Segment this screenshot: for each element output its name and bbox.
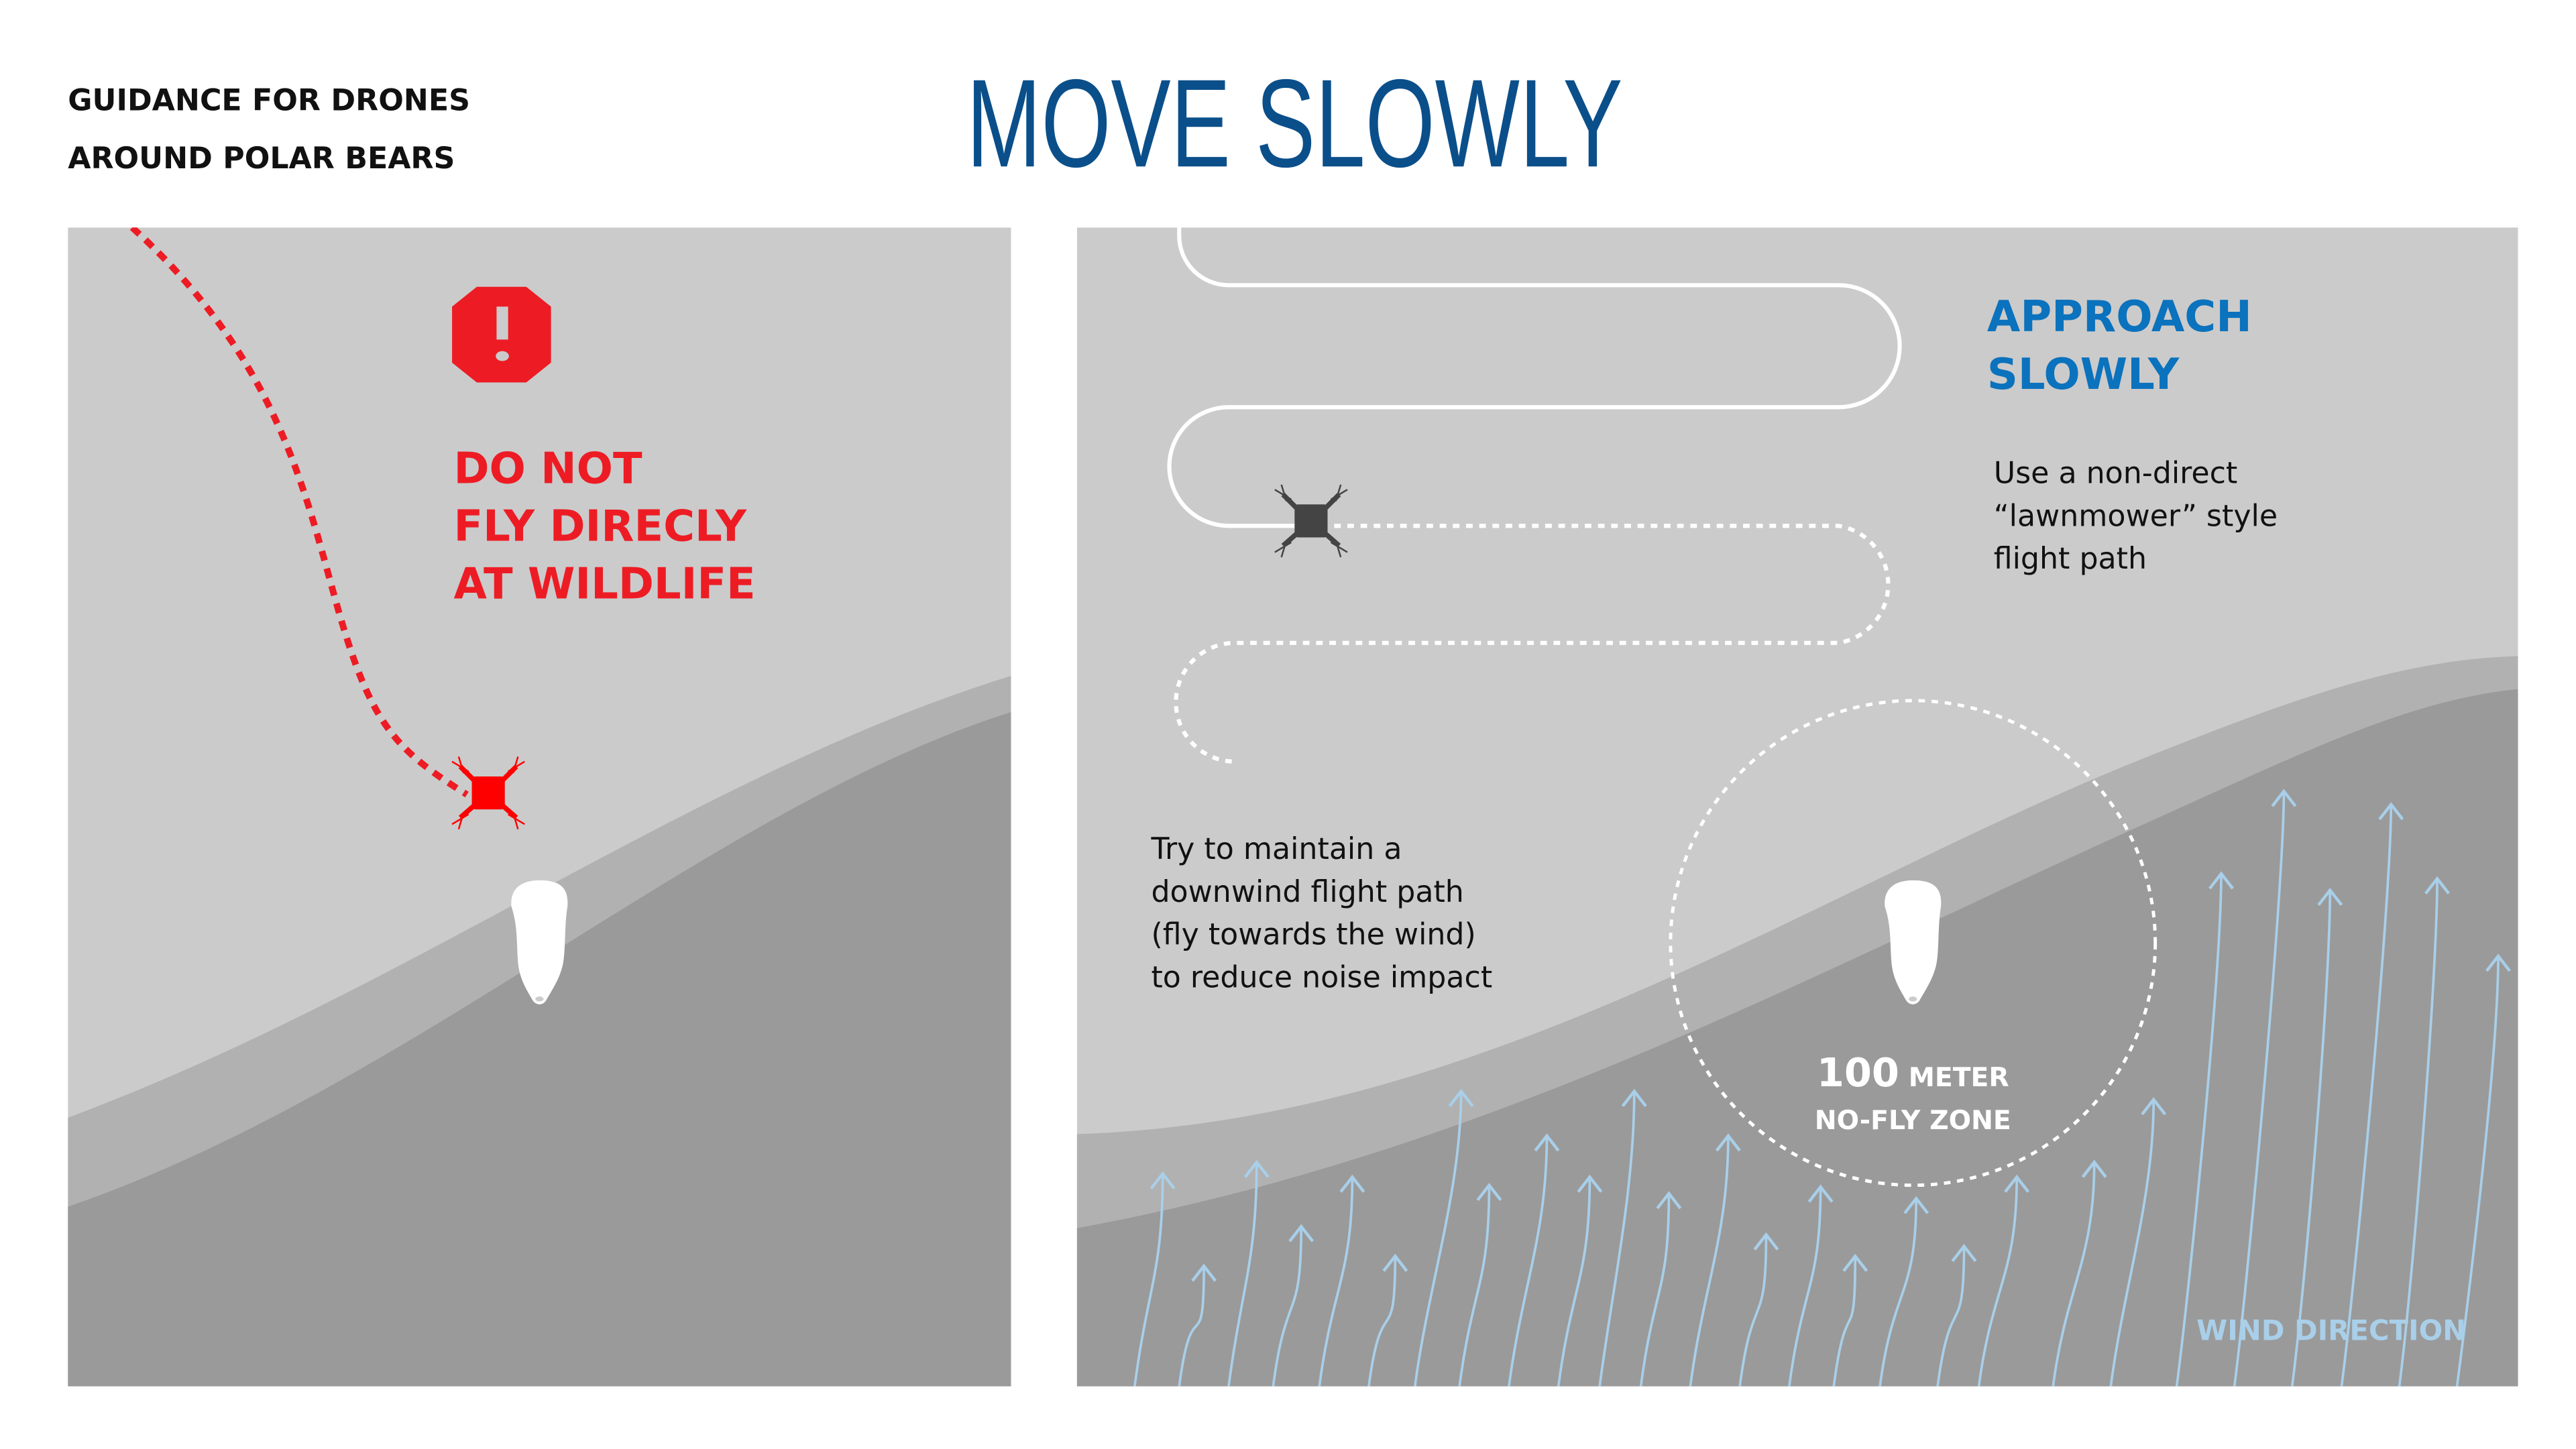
wind-arrow-icon: [2109, 1099, 2155, 1387]
wind-arrowhead-icon: [2081, 1159, 2107, 1178]
wind-arrowhead-icon: [2004, 1174, 2030, 1193]
wind-arrow-icon: [1639, 1193, 1671, 1387]
no-fly-zone-distance: 100 METER: [1817, 1049, 2009, 1096]
wind-arrow-icon: [1133, 1173, 1164, 1387]
subtitle-line-2: AROUND POLAR BEARS: [68, 141, 455, 176]
lawnmower-path-flown: [1167, 227, 1902, 528]
wind-arrowhead-icon: [2424, 876, 2451, 894]
wind-arrow-icon: [1508, 1135, 1549, 1387]
wind-arrowhead-icon: [1339, 1174, 1365, 1193]
wind-direction-label: WIND DIRECTION: [2196, 1314, 2466, 1347]
wind-arrow-icon: [1689, 1135, 1730, 1387]
wind-arrowhead-icon: [1621, 1088, 1647, 1107]
wind-arrow-icon: [1832, 1256, 1857, 1387]
wind-arrowhead-icon: [1577, 1174, 1603, 1193]
wind-arrow-icon: [2233, 791, 2286, 1387]
approach-heading-line-1: APPROACH: [1987, 292, 2252, 342]
path-note-line-2: “lawnmower” style: [1994, 499, 2278, 533]
wind-arrowhead-icon: [1715, 1133, 1741, 1152]
wind-arrowhead-icon: [2208, 871, 2234, 890]
direct-flight-path: [129, 227, 469, 798]
page-title: MOVE SLOWLY: [966, 53, 1622, 193]
wind-arrow-icon: [1458, 1185, 1491, 1387]
wind-arrowhead-icon: [1191, 1263, 1217, 1282]
wind-arrow-icon: [1879, 1198, 1918, 1387]
wind-arrow-icon: [2175, 873, 2223, 1387]
wind-arrow-icon: [1413, 1091, 1463, 1387]
wind-arrow-icon: [1598, 1091, 1636, 1387]
wind-arrowhead-icon: [2271, 789, 2297, 807]
path-note-line-1: Use a non-direct: [1994, 456, 2238, 490]
no-fly-zone-circle: [1669, 699, 2158, 1187]
terrain-dark: [1076, 689, 2518, 1387]
wind-arrowhead-icon: [1753, 1232, 1779, 1251]
wind-arrowhead-icon: [1476, 1183, 1502, 1202]
wind-arrow-icon: [2398, 878, 2439, 1387]
wind-arrowhead-icon: [1807, 1184, 1834, 1203]
wind-arrowhead-icon: [1951, 1244, 1977, 1263]
wind-arrowhead-icon: [1382, 1253, 1408, 1272]
wind-arrow-icon: [1178, 1266, 1205, 1387]
wind-note-line-2: downwind flight path: [1151, 875, 1463, 909]
wind-arrowhead-icon: [2378, 802, 2404, 821]
wind-arrows: [1133, 789, 2511, 1387]
wind-note-line-3: (fly towards the wind): [1151, 918, 1475, 952]
wind-arrowhead-icon: [1448, 1088, 1474, 1107]
wind-arrowhead-icon: [1842, 1253, 1868, 1272]
wind-arrow-icon: [1318, 1177, 1354, 1387]
wind-arrowhead-icon: [1534, 1133, 1560, 1152]
stop-sign-exclamation-icon: [452, 286, 551, 383]
warning-line-1: DO NOT: [454, 444, 642, 494]
subtitle-line-1: GUIDANCE FOR DRONES: [68, 84, 470, 118]
terrain-dark: [68, 712, 1011, 1387]
wind-arrowhead-icon: [1288, 1224, 1314, 1242]
wind-arrowhead-icon: [1903, 1196, 1929, 1214]
wind-arrow-icon: [1977, 1177, 2018, 1387]
wind-arrow-icon: [2340, 804, 2393, 1387]
left-panel: DO NOT FLY DIRECLY AT WILDLIFE: [68, 227, 1011, 1387]
wind-arrow-icon: [1227, 1162, 1258, 1387]
warning-line-3: AT WILDLIFE: [454, 559, 756, 609]
wind-arrow-icon: [1367, 1256, 1397, 1387]
approach-heading-line-2: SLOWLY: [1987, 350, 2180, 400]
wind-arrow-icon: [1738, 1234, 1768, 1387]
wind-arrowhead-icon: [2317, 887, 2343, 907]
wind-arrow-icon: [1936, 1246, 1966, 1387]
no-fly-zone-label: NO-FLY ZONE: [1815, 1105, 2011, 1136]
wind-arrow-icon: [2455, 955, 2500, 1387]
right-panel: APPROACH SLOWLY Use a non-direct “lawnmo…: [1076, 227, 2518, 1387]
wind-arrowhead-icon: [1150, 1171, 1176, 1190]
wind-arrow-icon: [1272, 1226, 1303, 1387]
warning-line-2: FLY DIRECLY: [454, 502, 747, 551]
wind-arrowhead-icon: [2485, 953, 2511, 972]
wind-arrowhead-icon: [1243, 1159, 1270, 1178]
wind-arrow-icon: [2052, 1162, 2096, 1387]
wind-arrowhead-icon: [2141, 1097, 2167, 1116]
wind-arrowhead-icon: [1656, 1191, 1682, 1210]
wind-arrow-icon: [1788, 1187, 1822, 1387]
wind-arrow-icon: [1557, 1177, 1591, 1387]
wind-note-line-4: to reduce noise impact: [1151, 961, 1492, 995]
wind-arrow-icon: [2290, 890, 2332, 1387]
wind-note-line-1: Try to maintain a: [1150, 832, 1402, 866]
path-note-line-3: flight path: [1994, 542, 2147, 576]
lawnmower-path-planned: [1174, 524, 1891, 764]
